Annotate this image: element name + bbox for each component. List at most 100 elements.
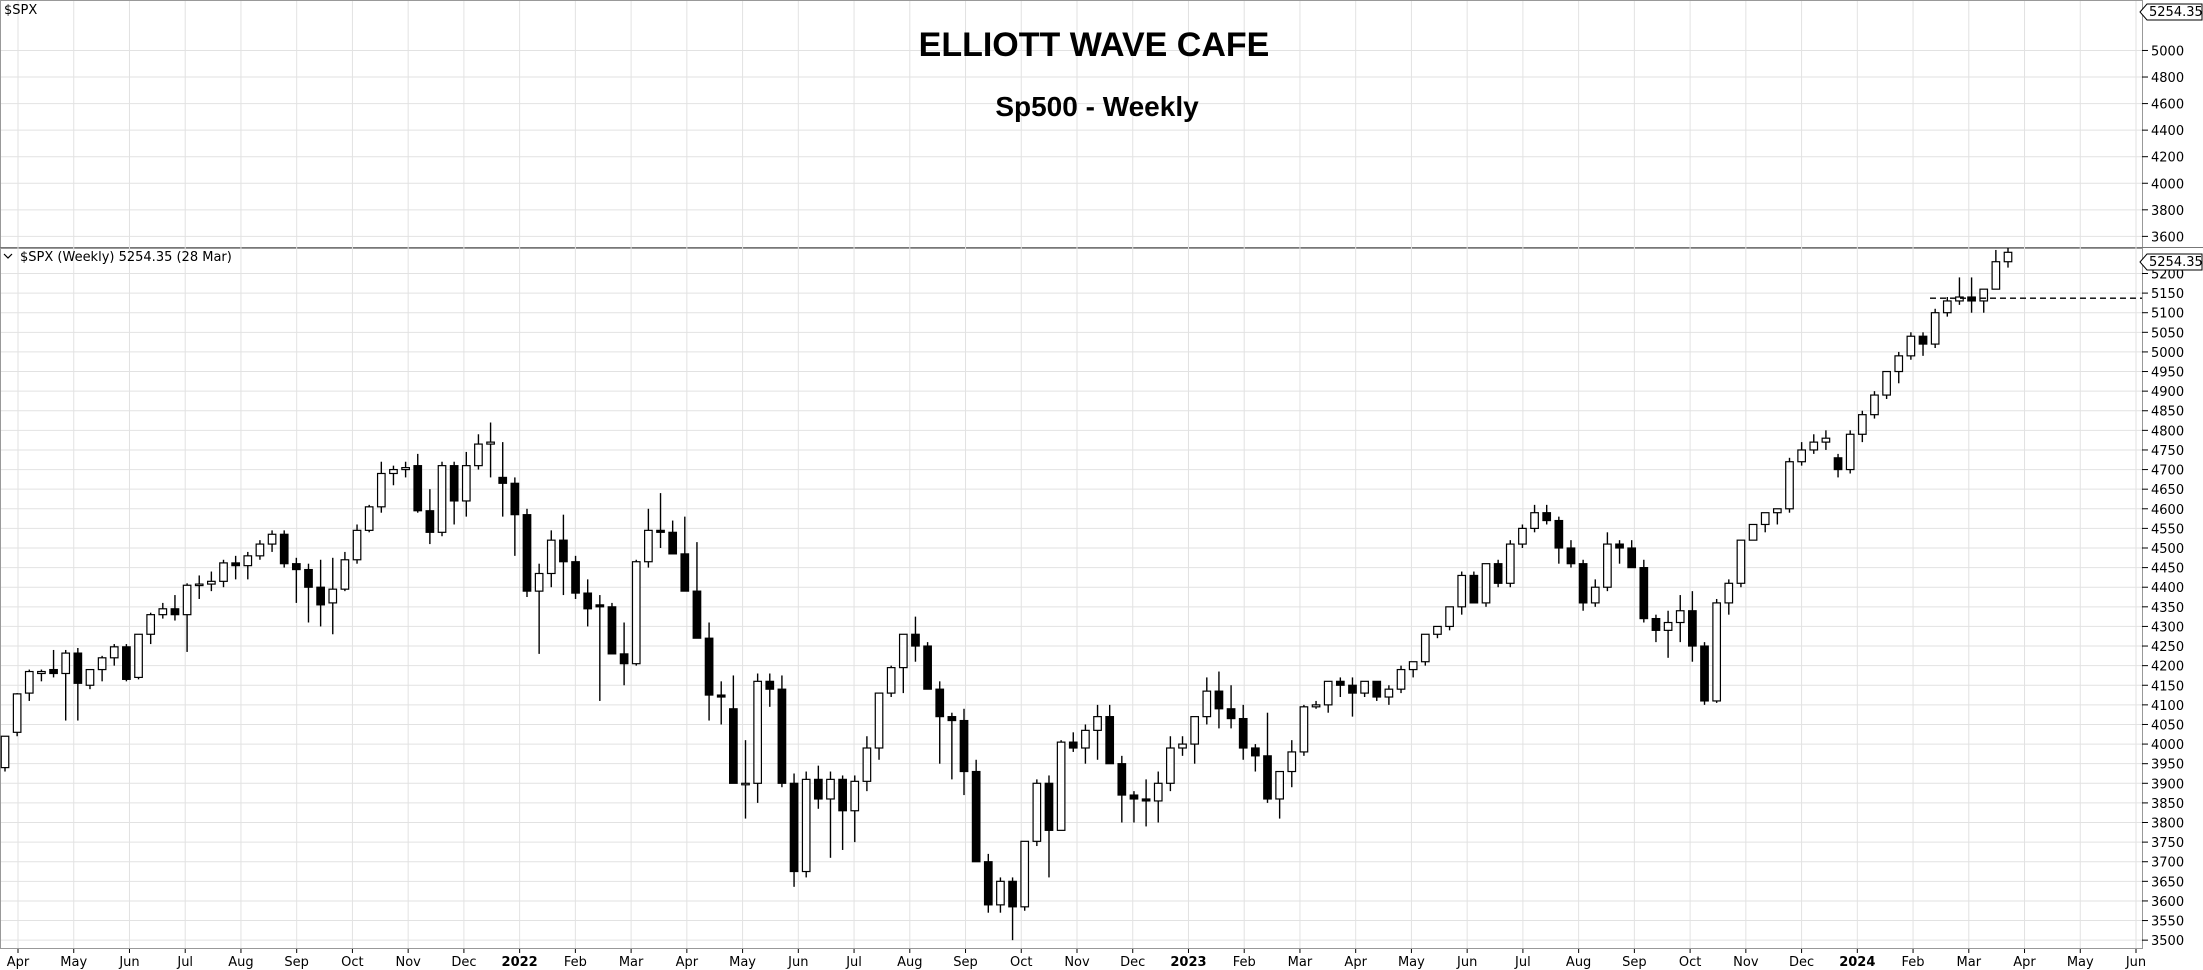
x-tick-label: Jul <box>845 955 862 970</box>
candle <box>1323 680 1333 713</box>
candle-body <box>777 688 787 784</box>
x-tick-label: Sep <box>953 955 978 970</box>
main-panel-label: $SPX (Weekly) 5254.35 (28 Mar) <box>20 250 232 265</box>
candle-body <box>1857 414 1867 435</box>
candle <box>134 633 143 680</box>
candle <box>1833 453 1843 478</box>
x-tick-label: 2023 <box>1170 955 1206 970</box>
candle-body <box>1457 574 1467 608</box>
candle <box>1093 704 1102 760</box>
candle-body <box>49 668 58 675</box>
candle-body <box>1724 582 1734 604</box>
x-tick-label: Dec <box>1789 955 1814 970</box>
candle <box>1688 591 1697 662</box>
candle <box>704 622 714 721</box>
main-tick-label: 3850 <box>2151 797 2184 812</box>
candle <box>1712 598 1722 703</box>
candle <box>947 712 957 780</box>
candle <box>741 740 750 819</box>
candle-body <box>1542 512 1552 522</box>
candle-body <box>340 559 350 590</box>
candle <box>1651 614 1661 643</box>
candle-body <box>704 637 714 696</box>
x-tick-label: Jun <box>118 955 139 970</box>
x-tick-label: Jul <box>176 955 193 970</box>
candle-body <box>619 653 629 665</box>
candle <box>1870 391 1879 419</box>
candle <box>1335 677 1345 698</box>
candle <box>1008 877 1017 941</box>
candle <box>73 648 83 721</box>
candle <box>1809 434 1819 454</box>
candle-body <box>1190 716 1200 745</box>
candle-body <box>959 719 969 773</box>
candle <box>328 557 338 635</box>
candle <box>1396 665 1406 694</box>
x-tick-label: Jun <box>1456 955 1477 970</box>
candle-body <box>983 861 993 906</box>
candle-body <box>1263 755 1272 800</box>
top-tick-label: 3600 <box>2151 230 2184 245</box>
candle-body <box>134 633 143 679</box>
candle-body <box>73 652 83 684</box>
candle-body <box>1554 519 1564 549</box>
x-tick-label: Apr <box>7 955 30 970</box>
candle <box>510 477 520 556</box>
top-last-value-label: 5254.35 <box>2149 5 2203 20</box>
x-tick-label: Nov <box>1733 955 1759 970</box>
candle-body <box>753 680 763 784</box>
candle-body <box>1942 300 1952 314</box>
candle <box>207 571 216 592</box>
candle-body <box>219 562 228 582</box>
candle-body <box>279 533 289 565</box>
main-tick-label: 4850 <box>2151 405 2184 420</box>
candle <box>61 649 71 721</box>
candle <box>1821 430 1831 450</box>
candle <box>437 461 447 537</box>
candle <box>959 708 969 796</box>
candle <box>219 559 228 588</box>
candle <box>1275 770 1284 819</box>
candle-body <box>1688 610 1697 647</box>
candle-body <box>1845 433 1855 471</box>
main-tick-label: 4900 <box>2151 385 2184 400</box>
candle-body <box>1335 680 1345 686</box>
main-tick-label: 5050 <box>2151 326 2184 341</box>
main-tick-label: 4250 <box>2151 640 2184 655</box>
candle <box>364 504 374 533</box>
candle-body <box>1311 704 1321 708</box>
main-tick-label: 3550 <box>2151 915 2184 930</box>
candle-body <box>571 561 580 594</box>
candle <box>0 735 10 772</box>
candle <box>559 514 568 596</box>
candle <box>1930 308 1940 348</box>
candle <box>255 540 265 560</box>
candle <box>826 771 835 858</box>
candle <box>1724 579 1734 615</box>
candle <box>1760 512 1770 533</box>
candle <box>425 489 435 545</box>
candle <box>522 508 532 598</box>
candle <box>1129 791 1139 823</box>
candle-body <box>304 568 313 588</box>
main-tick-label: 4200 <box>2151 660 2184 675</box>
candle-body <box>24 670 34 694</box>
candle-body <box>352 529 362 561</box>
candle-body <box>486 441 495 445</box>
main-tick-label: 3700 <box>2151 856 2184 871</box>
candle-body <box>1275 770 1284 800</box>
main-tick-label: 4000 <box>2151 738 2184 753</box>
candle <box>1408 661 1418 678</box>
candle-body <box>364 506 374 531</box>
candle <box>304 563 313 623</box>
candle-body <box>607 606 617 655</box>
main-tick-label: 4800 <box>2151 424 2184 439</box>
candle-body <box>85 668 95 686</box>
main-tick-label: 4400 <box>2151 581 2184 596</box>
candle <box>461 451 471 517</box>
candle <box>1311 700 1321 709</box>
candle-body <box>1918 335 1928 345</box>
candle-body <box>1166 747 1175 784</box>
candle <box>1238 704 1248 760</box>
